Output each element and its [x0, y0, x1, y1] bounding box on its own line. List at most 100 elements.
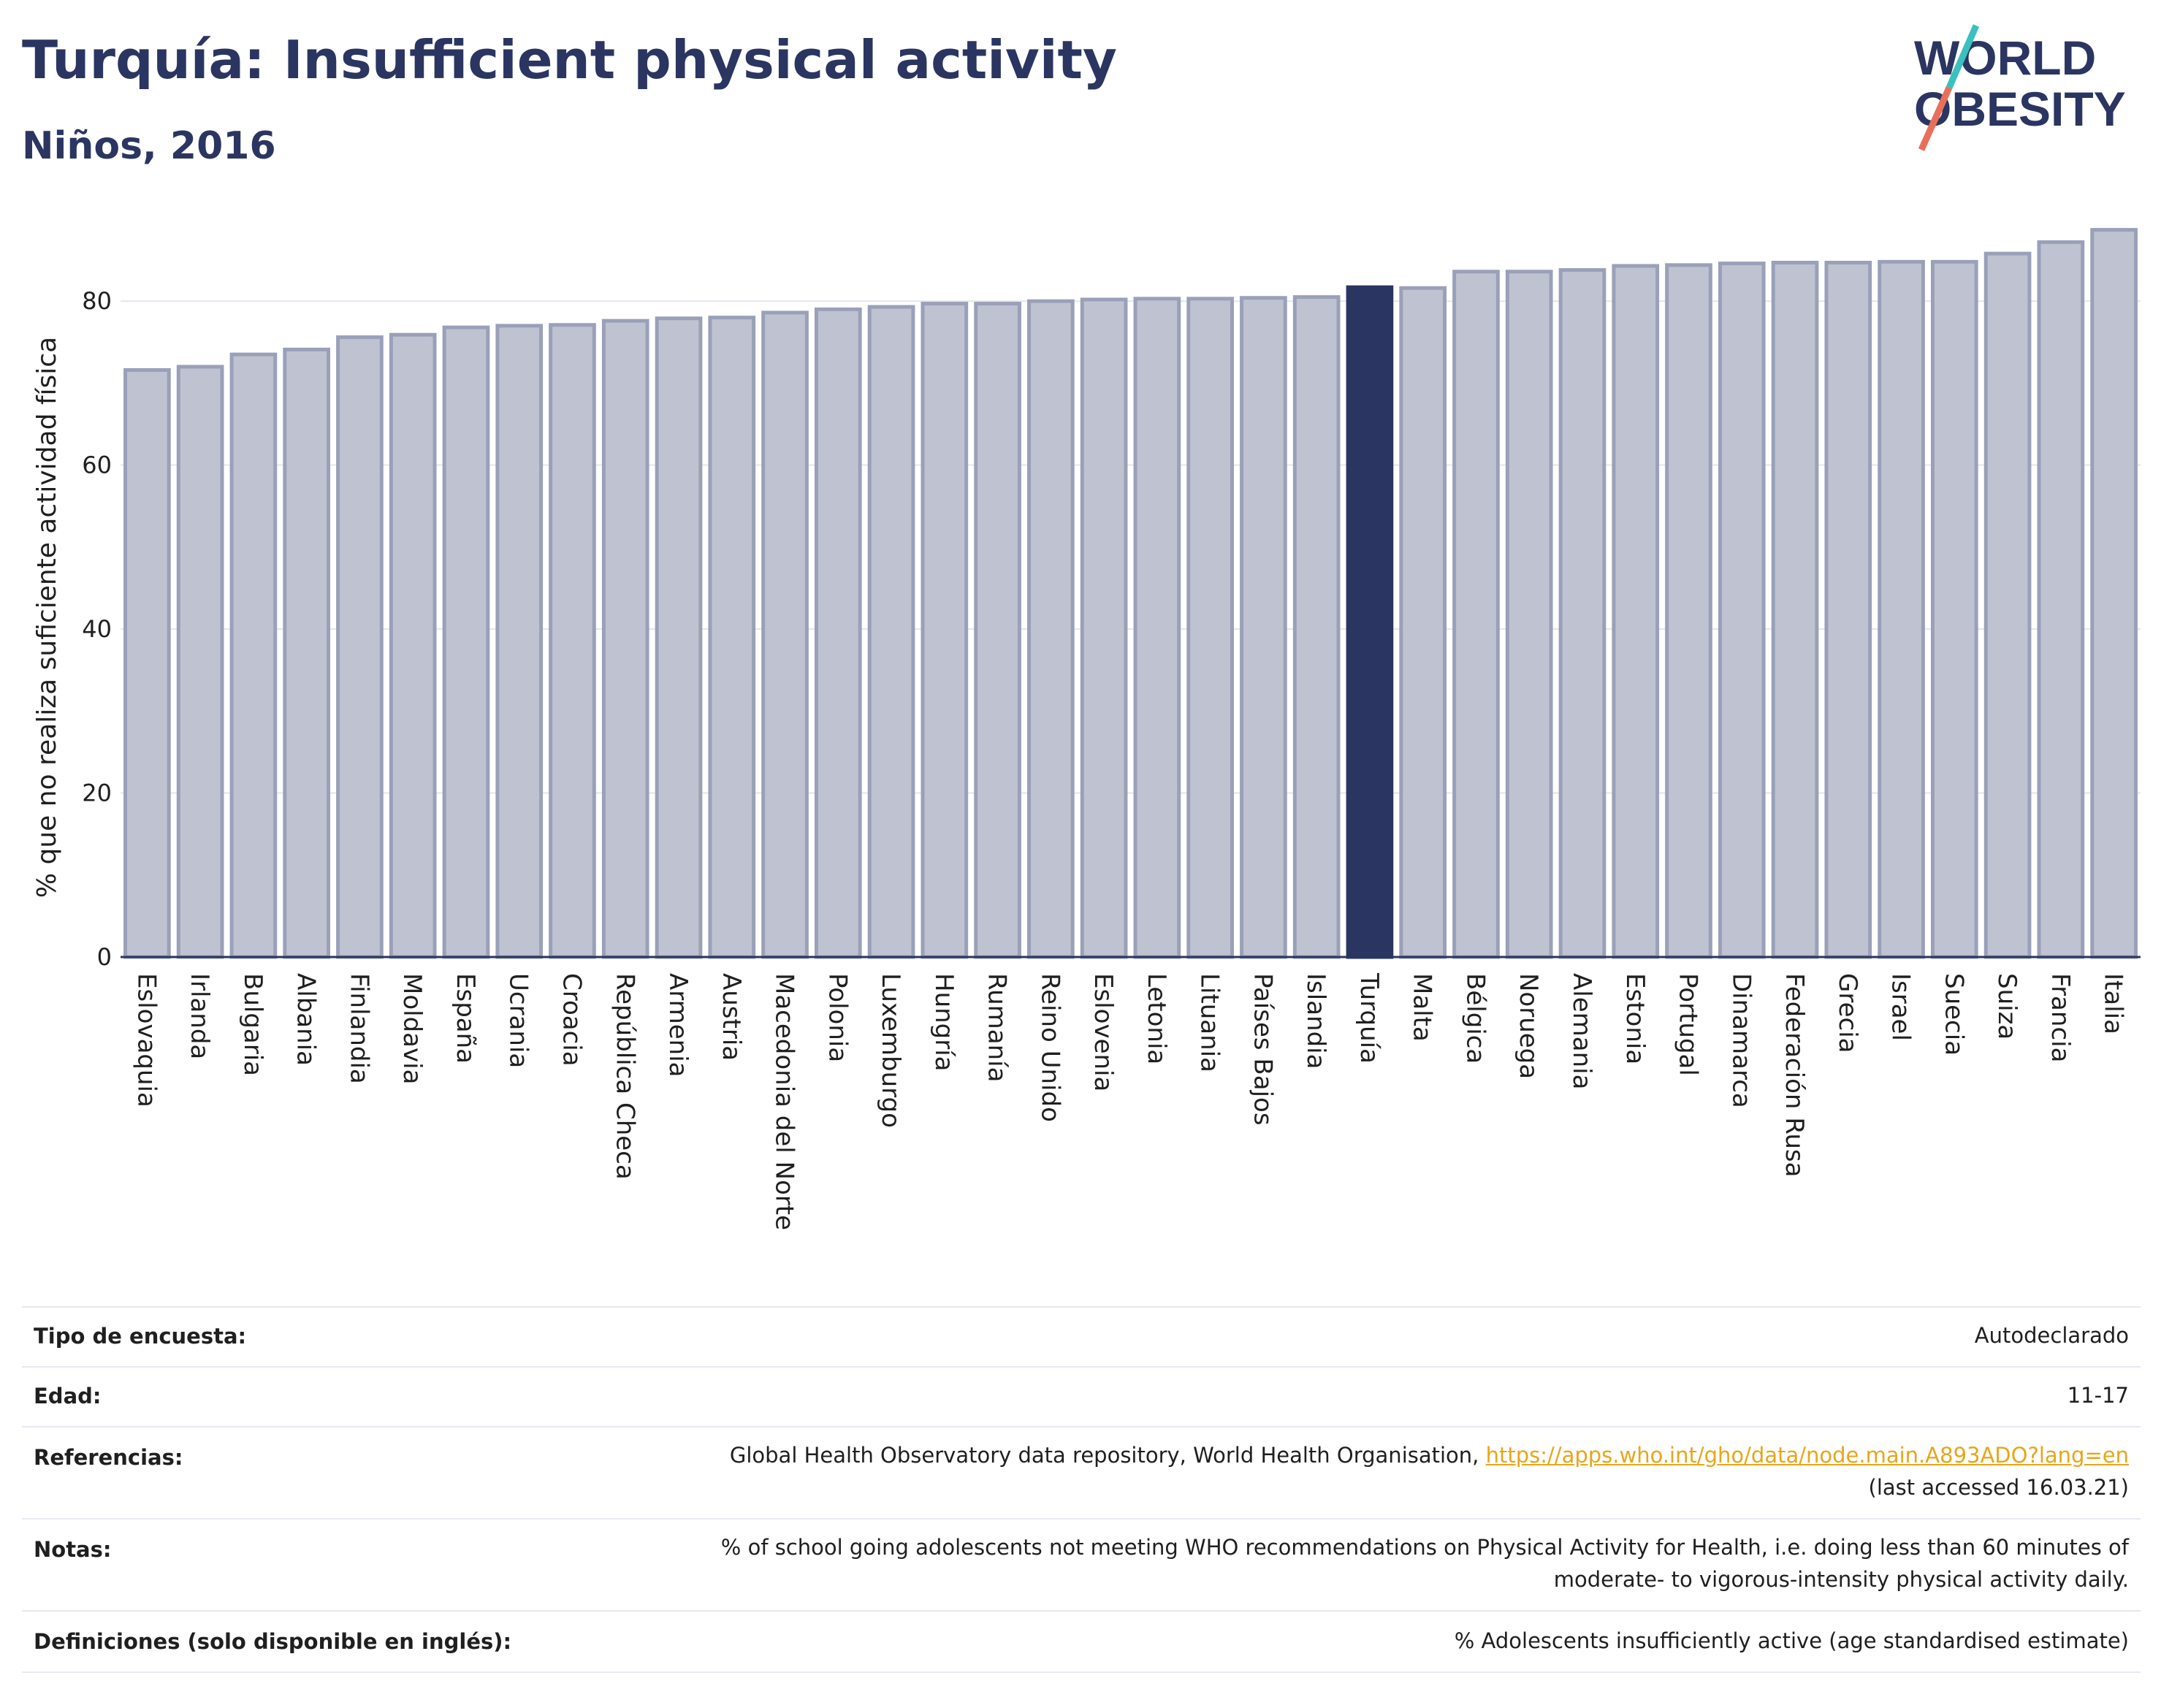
y-axis-label: % que no realiza suficiente actividad fí…: [32, 337, 62, 898]
bar: [2037, 240, 2085, 959]
x-tick-label: Ucrania: [504, 973, 533, 1068]
info-row-age: Edad: 11-17: [22, 1366, 2141, 1427]
bar-highlight: [1346, 285, 1394, 959]
x-tick-label: Dinamarca: [1726, 973, 1756, 1108]
x-tick-label: Macedonia del Norte: [770, 973, 799, 1230]
x-tick-label: Suecia: [1939, 973, 1968, 1056]
y-tick-label: 40: [82, 615, 112, 643]
bar: [283, 347, 331, 959]
age-value: 11-17: [2067, 1383, 2129, 1408]
bar: [1558, 268, 1607, 959]
bar: [336, 335, 384, 959]
references-accessed: (last accessed 16.03.21): [1868, 1475, 2129, 1500]
bar: [123, 367, 171, 959]
bar: [1186, 297, 1234, 959]
x-tick-label: Lituania: [1195, 973, 1224, 1072]
x-tick-label: Noruega: [1514, 973, 1543, 1079]
x-tick-label: Federación Rusa: [1780, 973, 1809, 1177]
bar: [1399, 286, 1447, 959]
x-tick-label: Alemania: [1567, 973, 1596, 1089]
x-tick-label: Croacia: [557, 973, 586, 1067]
bar: [708, 316, 756, 959]
bar: [1240, 296, 1287, 959]
x-tick-label: Austria: [717, 973, 746, 1061]
bar: [495, 324, 544, 959]
x-tick-label: Italia: [2099, 973, 2128, 1034]
notes-line1: % of school going adolescents not meetin…: [720, 1535, 2129, 1560]
notes-value: % of school going adolescents not meetin…: [721, 1531, 2129, 1595]
bar: [229, 352, 278, 959]
x-tick-label: Grecia: [1833, 973, 1862, 1053]
x-tick-label: Bulgaria: [238, 973, 267, 1076]
x-tick-label: Turquía: [1354, 972, 1384, 1064]
info-row-notes: Notas: % of school going adolescents not…: [22, 1518, 2141, 1612]
info-row-references: Referencias: Global Health Observatory d…: [22, 1426, 2141, 1520]
x-tick-label: Malta: [1408, 973, 1437, 1042]
bar: [1027, 299, 1075, 959]
bar: [867, 305, 915, 959]
bar: [974, 302, 1021, 959]
bar: [442, 325, 490, 959]
bar: [389, 332, 437, 959]
x-tick-label: España: [451, 973, 480, 1064]
survey-value: Autodeclarado: [1974, 1323, 2129, 1348]
x-tick-label: Letonia: [1142, 973, 1171, 1064]
x-tick-label: Suiza: [1992, 973, 2021, 1040]
x-tick-label: Irlanda: [185, 973, 214, 1059]
bar: [1080, 297, 1128, 959]
x-tick-label: Polonia: [823, 973, 852, 1062]
bar: [1612, 264, 1660, 959]
x-tick-label: Moldavia: [397, 973, 427, 1084]
x-tick-label: Rumanía: [983, 973, 1012, 1082]
bar: [1292, 295, 1341, 959]
x-tick-label: Estonia: [1620, 973, 1650, 1064]
bar: [549, 323, 596, 959]
logo-slash-teal: [1945, 24, 1980, 89]
x-tick-label: Eslovaquia: [132, 973, 161, 1107]
x-tick-label: Hungría: [929, 973, 958, 1072]
bar: [761, 310, 809, 959]
bar: [1771, 260, 1819, 959]
chart-subtitle: Niños, 2016: [22, 124, 276, 168]
x-tick-label: Luxemburgo: [876, 973, 905, 1128]
chart-title: Turquía: Insufficient physical activity: [22, 29, 1117, 91]
notes-line2: moderate- to vigorous-intensity physical…: [1553, 1567, 2129, 1592]
x-tick-label: Armenia: [663, 973, 693, 1078]
x-tick-label: Bélgica: [1460, 973, 1490, 1064]
logo-line1: WORLD: [1914, 31, 2096, 85]
bar: [1983, 251, 2032, 959]
bar: [655, 316, 703, 959]
age-label: Edad:: [34, 1384, 102, 1408]
definitions-label: Definiciones (solo disponible en inglés)…: [34, 1629, 512, 1654]
x-tick-label: Portugal: [1674, 973, 1703, 1076]
y-tick-label: 20: [82, 779, 112, 807]
bar-chart: 0 20 40 60 80 % que no realiza suficiente act…: [32, 228, 2141, 1230]
bar: [601, 319, 649, 959]
survey-label: Tipo de encuesta:: [34, 1324, 247, 1349]
bar: [1505, 270, 1553, 959]
y-tick-label: 60: [82, 451, 112, 479]
x-tick-label: República Checa: [610, 973, 639, 1180]
x-tick-label: Finlandia: [344, 973, 373, 1084]
info-row-survey: Tipo de encuesta: Autodeclarado: [22, 1306, 2141, 1368]
bar: [814, 307, 862, 959]
references-value: Global Health Observatory data repositor…: [730, 1439, 2129, 1503]
world-obesity-logo: WORLD OBESITY: [1914, 24, 2126, 151]
x-tick-label: Reino Unido: [1035, 973, 1064, 1122]
bar: [921, 302, 969, 959]
bar: [1824, 260, 1872, 959]
bar: [1665, 263, 1712, 959]
bar: [1718, 262, 1766, 959]
x-tick-label: Países Bajos: [1248, 973, 1277, 1126]
bar: [1133, 297, 1181, 959]
y-tick-label: 80: [82, 287, 112, 315]
references-link[interactable]: https://apps.who.int/gho/data/node.main.…: [1485, 1443, 2129, 1468]
bar: [1878, 259, 1925, 959]
x-tick-label: Israel: [1886, 973, 1916, 1041]
logo-slash-coral: [1918, 86, 1953, 151]
references-label: Referencias:: [34, 1445, 183, 1470]
y-tick-label: 0: [97, 943, 112, 971]
bar: [2090, 228, 2138, 959]
info-row-definitions: Definiciones (solo disponible en inglés)…: [22, 1610, 2141, 1673]
notes-label: Notas:: [34, 1537, 112, 1562]
